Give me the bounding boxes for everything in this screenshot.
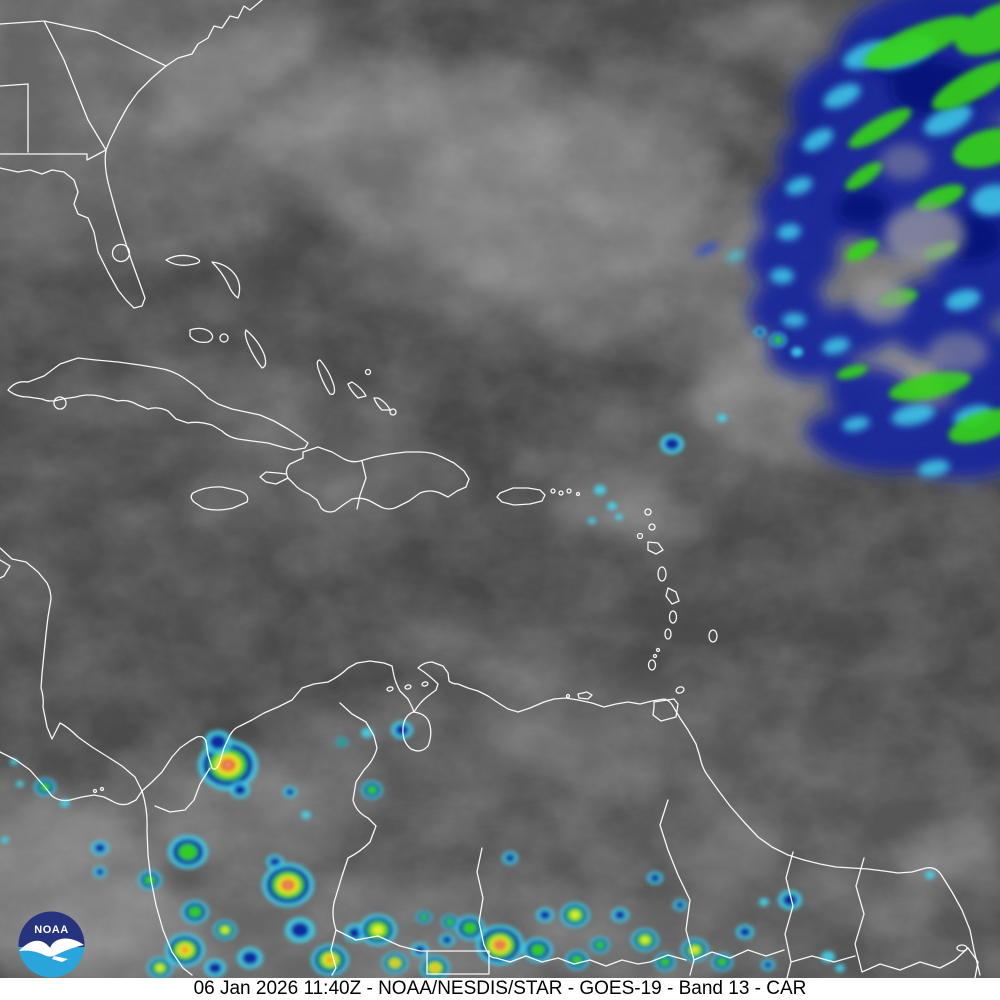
caption-bar: 06 Jan 2026 11:40Z - NOAA/NESDIS/STAR - … (0, 978, 1000, 1000)
panama-colombia-border (154, 767, 211, 813)
gonave-gulf (259, 471, 289, 485)
suriname-frguiana-border (854, 857, 969, 973)
haiti-dr-border (356, 460, 367, 510)
pacific-coastline (0, 751, 193, 976)
lake-maracaibo (402, 711, 432, 752)
colombia-venezuela-border (330, 702, 378, 976)
jamaica-coastline (190, 486, 249, 511)
brazil-border (335, 929, 687, 975)
lesser-antilles-islands (386, 508, 718, 722)
coastlines-layer (0, 0, 981, 978)
isle-of-youth (53, 396, 67, 410)
venezuela-guyana-border (659, 799, 785, 976)
central-south-america-coastline (0, 547, 981, 976)
lake-okeechobee (111, 243, 131, 263)
satellite-scene (0, 0, 1000, 978)
seagull-tail (52, 956, 68, 962)
us-state-borders (0, 20, 167, 161)
us-east-coastline (0, 0, 263, 309)
essequibo-line (476, 847, 490, 956)
hispaniola-coastline (285, 446, 470, 513)
guyana-suriname-border (784, 851, 856, 978)
sensor-grain (0, 0, 1000, 978)
cuba-coastline (7, 357, 309, 451)
frguiana-brazil-border (967, 947, 979, 978)
bahamas-islands (165, 254, 397, 416)
seagull-icon (19, 938, 84, 957)
honduras-border (0, 559, 11, 579)
puerto-rico-coastline (496, 487, 546, 506)
logo-text: NOAA (34, 924, 68, 936)
caption-text: 06 Jan 2026 11:40Z - NOAA/NESDIS/STAR - … (193, 978, 807, 999)
noaa-logo: NOAA (18, 911, 85, 978)
